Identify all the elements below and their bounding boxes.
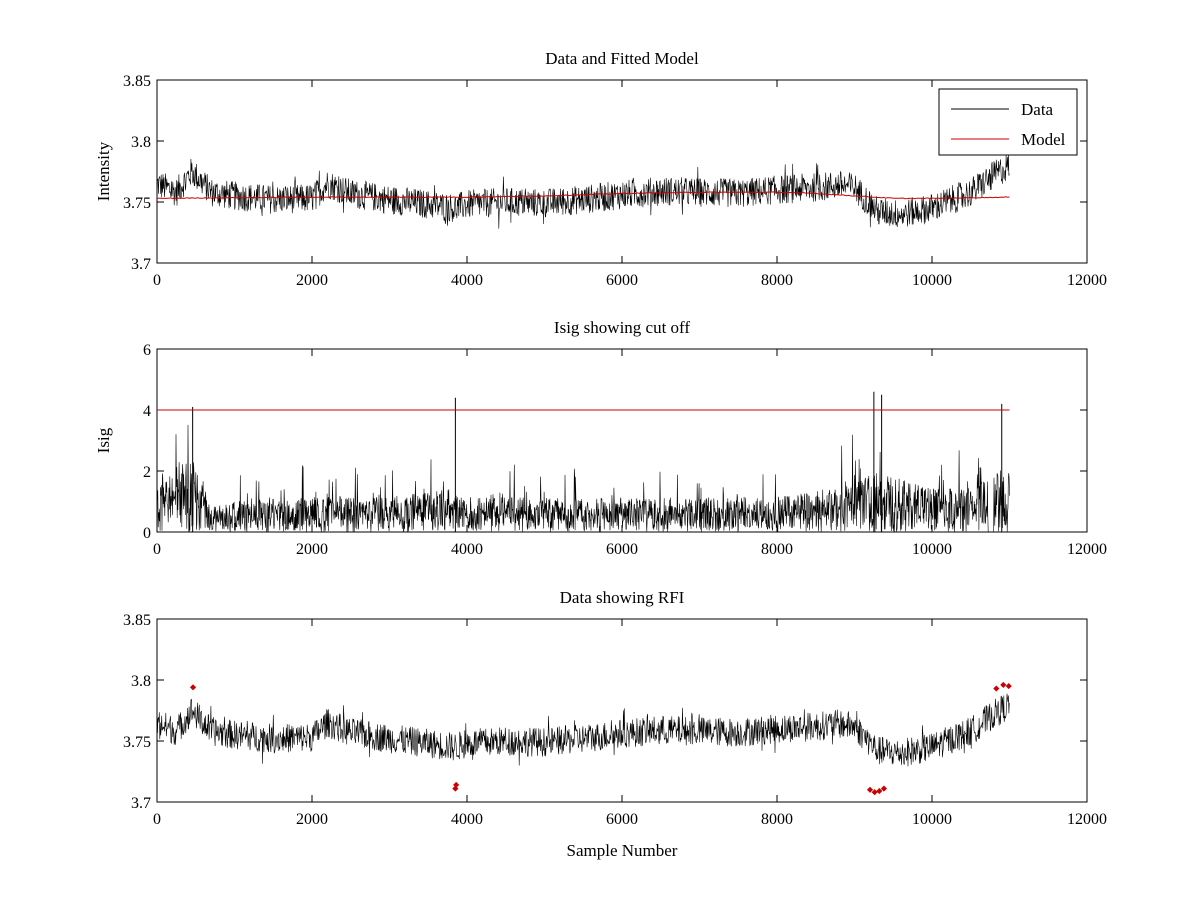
x-tick-label: 6000 bbox=[606, 272, 638, 289]
rfi-point bbox=[871, 789, 878, 796]
x-tick-label: 2000 bbox=[296, 541, 328, 558]
x-tick-label: 10000 bbox=[912, 541, 952, 558]
y-tick-label: 3.8 bbox=[131, 134, 151, 151]
x-tick-label: 2000 bbox=[296, 811, 328, 828]
rfi-point bbox=[453, 781, 460, 788]
axes-frame bbox=[156, 618, 1088, 803]
series-isig-line bbox=[157, 424, 1010, 532]
plot-title: Isig showing cut off bbox=[554, 318, 690, 337]
y-tick-label: 6 bbox=[143, 342, 151, 359]
x-tick-label: 12000 bbox=[1067, 811, 1107, 828]
x-tick-label: 8000 bbox=[761, 272, 793, 289]
x-tick-label: 2000 bbox=[296, 272, 328, 289]
subplot-3: 0 2000 4000 6000 8000 10000 12000 3.7 3.75 3.8 3.8… bbox=[123, 588, 1107, 860]
series-data-line bbox=[157, 154, 1010, 229]
series-data-line bbox=[157, 693, 1010, 767]
y-tick-label: 3.85 bbox=[123, 73, 151, 90]
rfi-point bbox=[189, 684, 197, 691]
y-tick-label: 3.75 bbox=[123, 734, 151, 751]
y-tick-label: 3.8 bbox=[131, 673, 151, 690]
rfi-point bbox=[866, 786, 874, 793]
y-tick-label: 2 bbox=[143, 464, 151, 481]
x-tick-label: 0 bbox=[153, 272, 161, 289]
x-tick-label: 12000 bbox=[1067, 272, 1107, 289]
series-model-line bbox=[157, 191, 1010, 200]
rfi-point bbox=[1005, 683, 1012, 690]
legend-box bbox=[938, 88, 1078, 156]
y-tick-label: 0 bbox=[143, 525, 151, 542]
legend: Data Model bbox=[938, 88, 1078, 156]
plot-area bbox=[157, 154, 1010, 229]
legend-label-model: Model bbox=[1021, 130, 1066, 149]
x-tick-label: 4000 bbox=[451, 811, 483, 828]
x-tick-label: 8000 bbox=[761, 811, 793, 828]
rfi-point bbox=[993, 685, 1000, 692]
y-tick-label: 3.75 bbox=[123, 195, 151, 212]
y-tick-label: 3.7 bbox=[131, 256, 151, 273]
plot-title: Data and Fitted Model bbox=[545, 49, 699, 68]
x-tick-label: 10000 bbox=[912, 272, 952, 289]
x-tick-label: 4000 bbox=[451, 272, 483, 289]
x-tick-label: 6000 bbox=[606, 811, 638, 828]
y-tick-label: 4 bbox=[143, 403, 151, 420]
x-tick-label: 6000 bbox=[606, 541, 638, 558]
x-tick-label: 8000 bbox=[761, 541, 793, 558]
y-axis-label: Intensity bbox=[94, 141, 113, 201]
subplot-2: 0 2000 4000 6000 8000 10000 12000 0 2 4 6 Isig show… bbox=[94, 318, 1107, 558]
x-tick-label: 10000 bbox=[912, 811, 952, 828]
rfi-point bbox=[880, 785, 888, 792]
y-axis-label: Isig bbox=[94, 427, 113, 453]
y-tick-label: 3.85 bbox=[123, 612, 151, 629]
rfi-point bbox=[1000, 681, 1007, 688]
y-tick-label: 3.7 bbox=[131, 795, 151, 812]
subplot-1: 0 2000 4000 6000 8000 10000 12000 3.7 3.75 3.8 3.8… bbox=[94, 49, 1107, 289]
plot-title: Data showing RFI bbox=[560, 588, 685, 607]
x-tick-label: 0 bbox=[153, 811, 161, 828]
plot-area bbox=[157, 391, 1010, 532]
legend-label-data: Data bbox=[1021, 100, 1054, 119]
axes-frame bbox=[156, 79, 1088, 264]
plot-area bbox=[157, 693, 1010, 767]
x-tick-label: 12000 bbox=[1067, 541, 1107, 558]
x-tick-label: 0 bbox=[153, 541, 161, 558]
x-tick-label: 4000 bbox=[451, 541, 483, 558]
rfi-point bbox=[876, 787, 883, 795]
x-axis-label: Sample Number bbox=[567, 841, 678, 860]
